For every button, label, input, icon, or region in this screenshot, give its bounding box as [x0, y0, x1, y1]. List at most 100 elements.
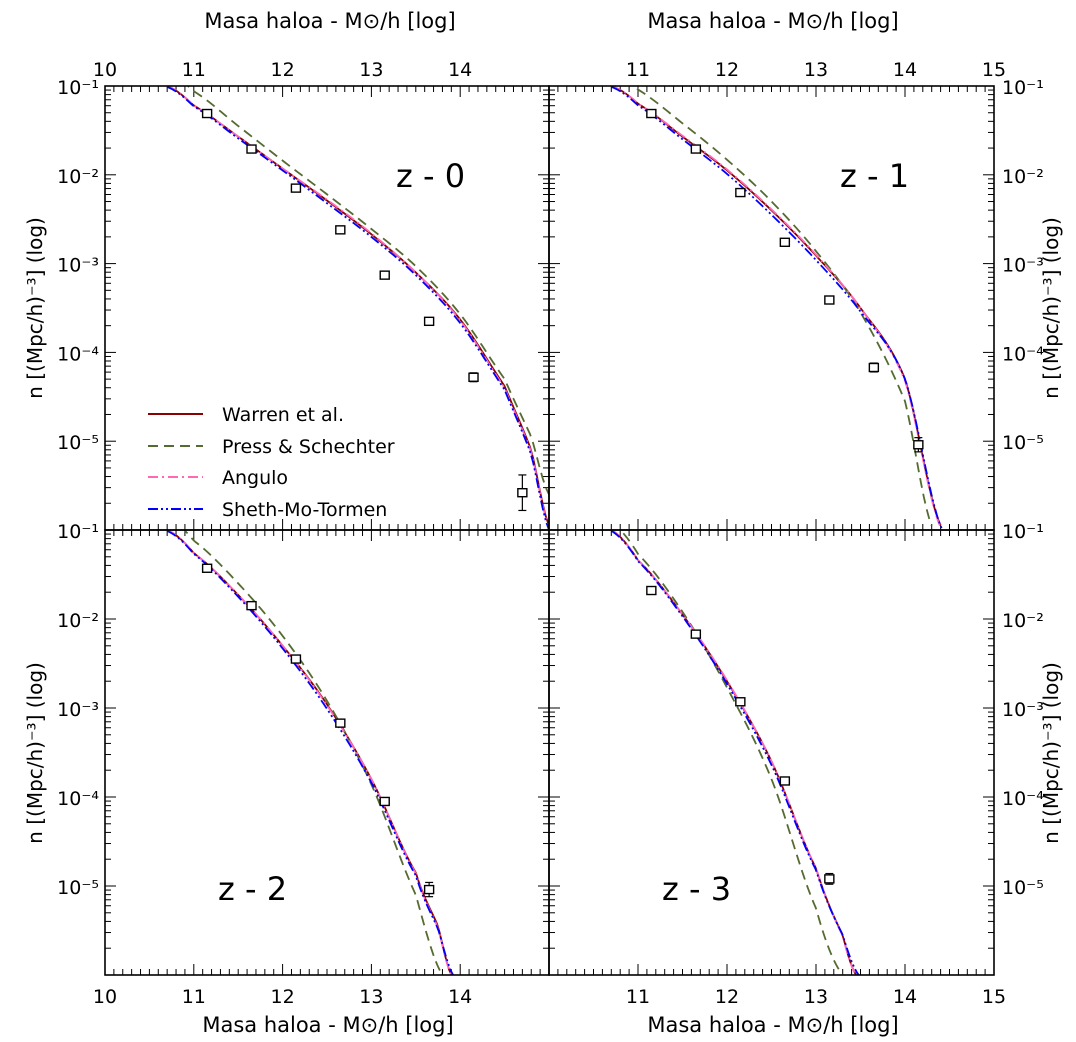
- points-layer: [201, 108, 924, 898]
- curve-sheth-mo-tormen-bottom-left: [166, 530, 454, 975]
- x-tick-label: 15: [982, 986, 1006, 1008]
- curve-sheth-mo-tormen-top-left: [166, 86, 549, 530]
- x-tick-label: 13: [804, 59, 828, 81]
- x-tick-label: 15: [982, 59, 1006, 81]
- frames-layer: [104, 85, 995, 976]
- legend-label-warren: Warren et al.: [222, 404, 344, 426]
- y-tick-label: 10⁻³: [1002, 255, 1044, 277]
- y-tick-label: 10⁻¹: [57, 77, 99, 99]
- data-point-bottom-right: [779, 776, 791, 786]
- bottom-axis-label-right: Masa haloa - M⊙/h [log]: [647, 1013, 898, 1037]
- data-point-top-left: [246, 144, 257, 154]
- data-point-top-right: [735, 187, 746, 198]
- data-point-top-left: [517, 474, 528, 512]
- redshift-label-top-right: z - 1: [840, 157, 909, 195]
- curve-sheth-mo-tormen-top-right: [610, 86, 944, 530]
- y-tick-label: 10⁻²: [57, 166, 99, 188]
- data-point-top-left: [201, 108, 213, 119]
- y-tick-label: 10⁻⁵: [1002, 877, 1044, 899]
- x-tick-label: 14: [448, 986, 472, 1008]
- legend-label-angulo: Angulo: [222, 467, 288, 489]
- data-point-top-right: [690, 144, 702, 154]
- data-point-bottom-left: [335, 718, 346, 728]
- y-tick-label: 10⁻⁴: [1002, 788, 1044, 810]
- x-tick-label: 12: [271, 59, 295, 81]
- y-tick-label: 10⁻⁵: [57, 432, 99, 454]
- x-tick-label: 14: [448, 59, 472, 81]
- data-point-bottom-left: [201, 563, 213, 573]
- y-axis-label-bottom-right: n [(Mpc/h)⁻³] (log): [1039, 662, 1063, 844]
- data-point-top-left: [423, 316, 435, 327]
- y-tick-label: 10⁻¹: [1002, 521, 1044, 543]
- data-point-bottom-left: [379, 796, 390, 807]
- y-axis-label-bottom-left: n [(Mpc/h)⁻³] (log): [23, 662, 47, 844]
- redshift-label-bottom-left: z - 2: [218, 870, 287, 908]
- curves-layer: [166, 86, 944, 975]
- x-tick-label: 13: [359, 986, 383, 1008]
- labels-layer: z - 0 10⁻¹ 10⁻² 10⁻³ 10⁻⁴ 10⁻⁵ 10 11 12 13 14 z - 1…: [57, 59, 1044, 1008]
- bottom-axis-label-left: Masa haloa - M⊙/h [log]: [202, 1013, 453, 1037]
- data-point-top-right: [779, 237, 791, 247]
- y-tick-label: 10⁻⁵: [1002, 432, 1044, 454]
- data-point-bottom-right: [824, 872, 835, 885]
- redshift-label-top-left: z - 0: [396, 157, 465, 195]
- panel-frame-top-right: [548, 85, 995, 531]
- y-tick-label: 10⁻⁴: [57, 343, 99, 365]
- panel-frame-top-left: [104, 85, 550, 531]
- data-point-bottom-right: [690, 629, 702, 639]
- data-point-bottom-right: [646, 585, 657, 596]
- x-tick-label: 10: [93, 59, 117, 81]
- data-point-top-right: [868, 362, 880, 373]
- y-tick-label: 10⁻¹: [57, 521, 99, 543]
- y-tick-label: 10⁻³: [57, 255, 99, 277]
- curve-angulo-top-right: [610, 86, 942, 528]
- data-point-bottom-left: [423, 881, 435, 898]
- curve-press-schechter-top-left: [186, 86, 549, 495]
- y-tick-label: 10⁻²: [1002, 166, 1044, 188]
- data-point-top-left: [335, 225, 346, 235]
- top-axis-label-left: Masa haloa - M⊙/h [log]: [204, 9, 455, 33]
- curve-angulo-bottom-right: [610, 530, 857, 975]
- x-tick-label: 12: [271, 986, 295, 1008]
- y-tick-label: 10⁻³: [1002, 699, 1044, 721]
- curve-press-schechter-bottom-left: [182, 530, 444, 975]
- x-tick-label: 13: [359, 59, 383, 81]
- top-axis-label-right: Masa haloa - M⊙/h [log]: [647, 9, 898, 33]
- curve-press-schechter-top-right: [633, 86, 933, 526]
- curve-angulo-top-left: [166, 86, 549, 528]
- y-tick-label: 10⁻⁵: [57, 877, 99, 899]
- x-tick-label: 11: [182, 59, 206, 81]
- x-tick-label: 10: [93, 986, 117, 1008]
- x-tick-label: 11: [626, 59, 650, 81]
- panel-frame-bottom-right: [548, 529, 995, 976]
- redshift-label-bottom-right: z - 3: [662, 870, 731, 908]
- ticks-layer: [104, 86, 995, 976]
- curve-warren-et-al-bottom-right: [610, 530, 857, 975]
- data-point-top-left: [379, 270, 390, 280]
- x-tick-label: 12: [715, 986, 739, 1008]
- data-point-top-right: [646, 108, 657, 119]
- y-tick-label: 10⁻⁴: [1002, 343, 1044, 365]
- x-tick-label: 14: [893, 59, 917, 81]
- curve-angulo-bottom-left: [166, 530, 453, 975]
- x-tick-label: 11: [626, 986, 650, 1008]
- curve-warren-et-al-top-left: [166, 86, 549, 526]
- data-point-top-left: [290, 183, 302, 193]
- data-point-top-right: [824, 295, 835, 305]
- data-point-bottom-right: [735, 697, 746, 707]
- x-tick-label: 14: [893, 986, 917, 1008]
- x-tick-label: 12: [715, 59, 739, 81]
- y-tick-label: 10⁻²: [57, 610, 99, 632]
- legend-label-sheth-mo-tormen: Sheth-Mo-Tormen: [222, 499, 387, 521]
- panel-frame-bottom-left: [104, 529, 550, 976]
- data-point-top-left: [468, 372, 479, 383]
- curve-sheth-mo-tormen-bottom-right: [610, 530, 860, 975]
- curve-press-schechter-bottom-right: [618, 530, 844, 975]
- legend: Warren et al. Press & Schechter Angulo S…: [148, 404, 395, 521]
- legend-label-press-schechter: Press & Schechter: [222, 436, 395, 458]
- curve-warren-et-al-top-right: [610, 86, 942, 526]
- x-tick-label: 13: [804, 986, 828, 1008]
- curve-warren-et-al-bottom-left: [166, 530, 453, 975]
- y-tick-label: 10⁻⁴: [57, 788, 99, 810]
